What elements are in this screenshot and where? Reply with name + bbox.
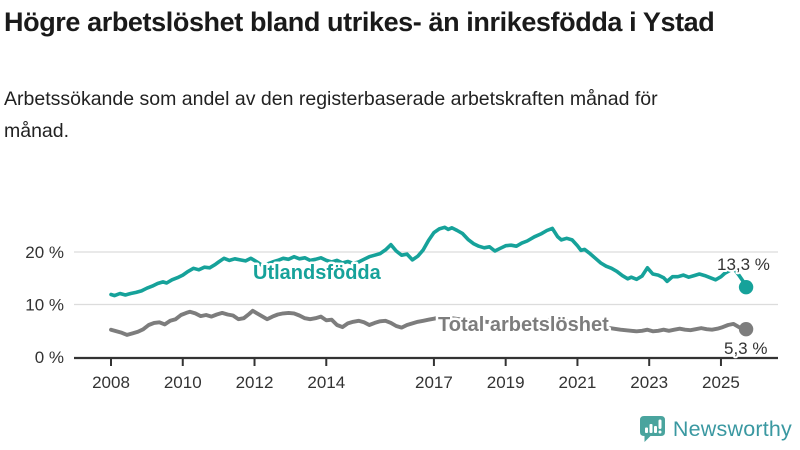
x-tick-label: 2021 (559, 373, 597, 392)
x-tick-label: 2023 (630, 373, 668, 392)
y-tick-label: 10 % (25, 296, 64, 315)
page-subtitle: Arbetssökande som andel av den registerb… (4, 87, 658, 142)
x-tick-label: 2017 (415, 373, 453, 392)
series-label-total: Total arbetslöshet (438, 314, 609, 336)
series-lines (109, 225, 749, 337)
series-end-value-label: 13,3 % (717, 255, 770, 274)
series-end-value-label: 5,3 % (724, 339, 767, 358)
series-line-total (109, 308, 749, 337)
x-tick-label: 2012 (236, 373, 274, 392)
x-axis: 2008 2010 2012 2014 2017 2019 2021 2023 2025 0 % 1… (25, 243, 778, 392)
x-tick-label: 2025 (702, 373, 740, 392)
line-chart: 2008 2010 2012 2014 2017 2019 2021 2023 2025 0 % 1… (25, 225, 778, 392)
y-tick-label: 20 % (25, 243, 64, 262)
chart-labels: Utlandsfödda 13,3 % Total arbetslöshet 5,3 … (251, 253, 772, 360)
newsworthy-logo: Newsworthy (639, 414, 792, 444)
series-end-dot (738, 279, 754, 295)
series-label-utlandsfodda: Utlandsfödda (253, 262, 382, 284)
gridlines (74, 251, 778, 306)
series-end-dot (738, 321, 754, 337)
chart-header: Högre arbetslöshet bland utrikes- än inr… (4, 0, 715, 147)
y-tick-label: 0 % (35, 348, 64, 367)
x-tick-label: 2008 (92, 373, 130, 392)
x-tick-label: 2010 (164, 373, 202, 392)
page-title: Högre arbetslöshet bland utrikes- än inr… (4, 7, 715, 37)
series-line-utlandsfodda (109, 225, 748, 298)
x-tick-label: 2019 (487, 373, 525, 392)
newsworthy-logo-text: Newsworthy (672, 416, 792, 441)
x-tick-label: 2014 (307, 373, 345, 392)
bar-chart-speech-bubble-icon (639, 416, 665, 442)
